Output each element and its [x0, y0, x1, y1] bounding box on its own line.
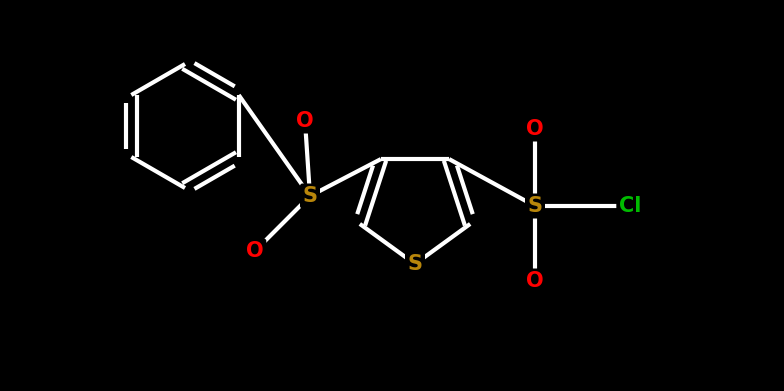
Text: O: O — [246, 241, 263, 261]
Text: S: S — [528, 196, 543, 216]
Text: S: S — [303, 186, 318, 206]
Text: O: O — [296, 111, 314, 131]
Text: S: S — [408, 254, 423, 274]
Text: O: O — [526, 271, 544, 291]
Text: Cl: Cl — [619, 196, 641, 216]
Text: O: O — [526, 119, 544, 139]
